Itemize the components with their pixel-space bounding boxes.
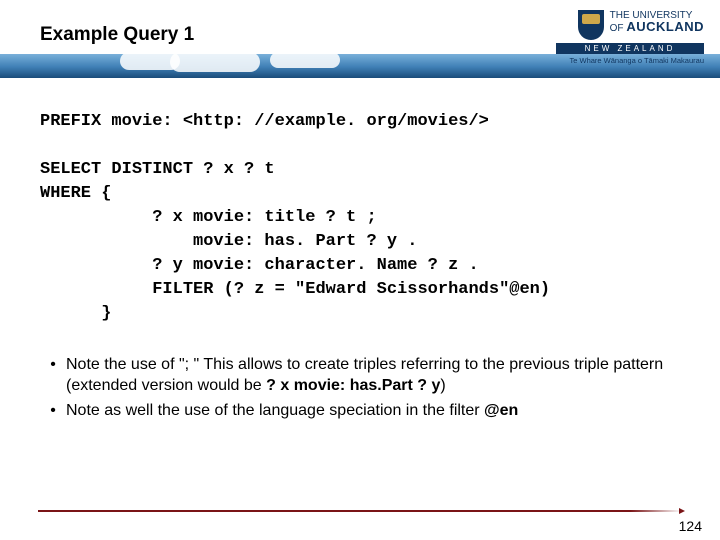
clouds-decoration <box>120 44 420 72</box>
note-item: • Note the use of "; " This allows to cr… <box>40 354 670 396</box>
bullet-icon: • <box>40 354 66 396</box>
university-name: THE UNIVERSITY OF AUCKLAND <box>610 10 704 34</box>
page-number: 124 <box>679 518 702 534</box>
code-line: movie: has. Part ? y . <box>40 232 417 251</box>
university-logo: THE UNIVERSITY OF AUCKLAND NEW ZEALAND T… <box>556 10 704 65</box>
code-line: } <box>40 304 111 323</box>
code-line: PREFIX movie: <http: //example. org/movi… <box>40 112 489 131</box>
notes-list: • Note the use of "; " This allows to cr… <box>0 354 720 421</box>
footer-divider <box>38 510 682 512</box>
code-line: ? x movie: title ? t ; <box>40 208 377 227</box>
note-item: • Note as well the use of the language s… <box>40 400 670 421</box>
nz-bar: NEW ZEALAND <box>556 43 704 54</box>
crest-icon <box>578 10 604 40</box>
bullet-icon: • <box>40 400 66 421</box>
code-line: ? y movie: character. Name ? z . <box>40 256 479 275</box>
code-block: PREFIX movie: <http: //example. org/movi… <box>0 78 720 326</box>
note-text: Note as well the use of the language spe… <box>66 400 518 421</box>
maori-name: Te Whare Wānanga o Tāmaki Makaurau <box>556 56 704 65</box>
slide-header: Example Query 1 THE UNIVERSITY OF AUCKLA… <box>0 0 720 78</box>
slide-title: Example Query 1 <box>40 24 194 46</box>
code-line: WHERE { <box>40 184 111 203</box>
note-text: Note the use of "; " This allows to crea… <box>66 354 670 396</box>
code-line: SELECT DISTINCT ? x ? t <box>40 160 275 179</box>
code-line: FILTER (? z = "Edward Scissorhands"@en) <box>40 280 550 299</box>
